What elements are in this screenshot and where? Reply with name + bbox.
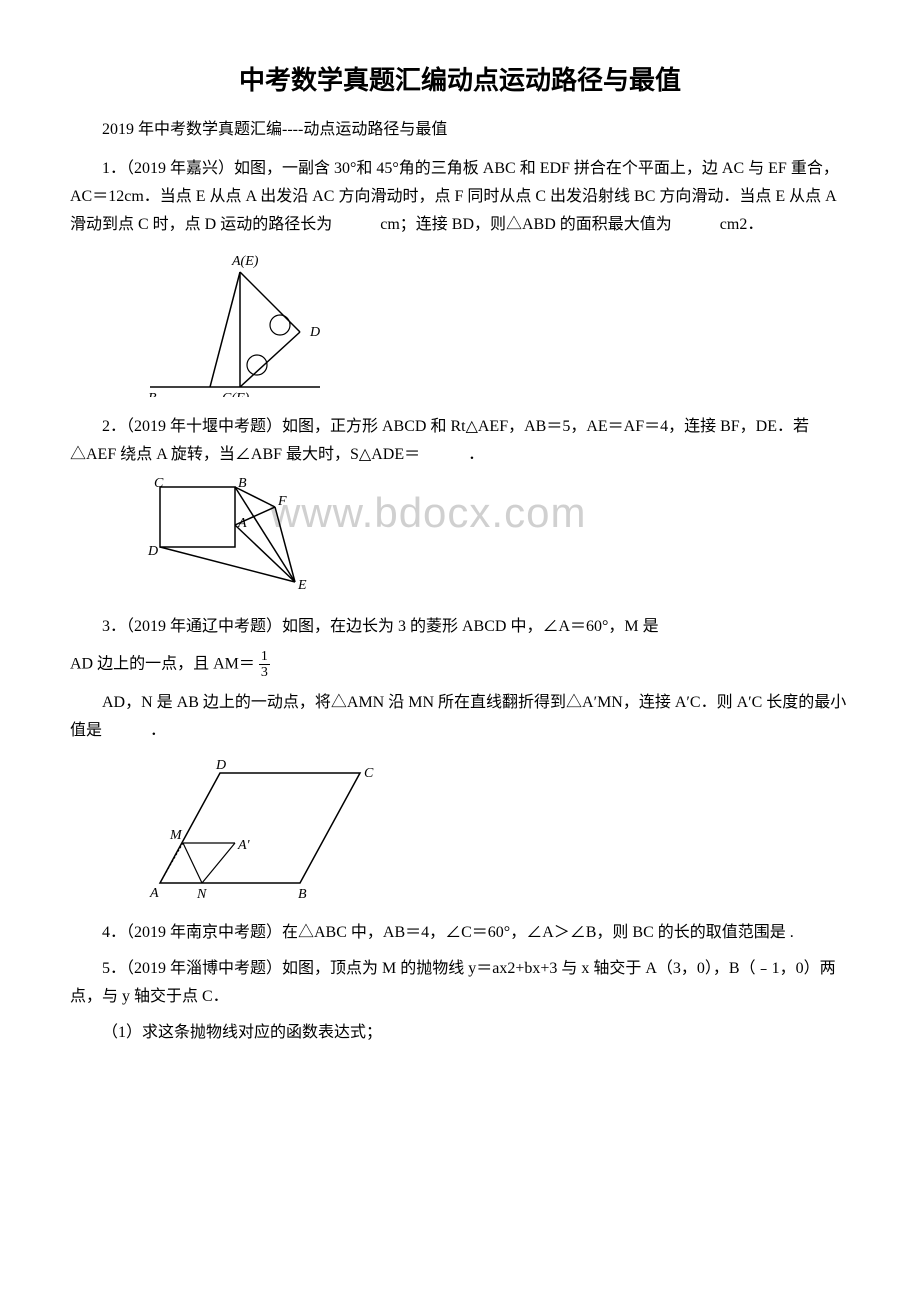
fig2-label-C: C — [154, 477, 164, 491]
fig1-label-D: D — [309, 325, 320, 340]
fig3-label-A: A — [149, 886, 159, 901]
fig2-label-E: E — [297, 578, 307, 593]
fig3-label-N: N — [196, 887, 207, 902]
question-3-text-2-prefix: AD 边上的一点，且 AM＝ — [70, 656, 255, 673]
fig3-label-Ap: A' — [237, 838, 251, 853]
fig3-label-B: B — [298, 887, 307, 902]
question-5-text: 5．（2019 年淄博中考题）如图，顶点为 M 的抛物线 y＝ax2+bx+3 … — [70, 955, 850, 1011]
fig2-label-A: A — [237, 516, 247, 531]
question-4-text: 4．（2019 年南京中考题）在△ABC 中，AB＝4，∠C＝60°，∠A＞∠B… — [70, 919, 850, 947]
page-title: 中考数学真题汇编动点运动路径与最值 — [70, 60, 850, 97]
fig3-label-D: D — [215, 758, 226, 773]
fig3-label-M: M — [169, 828, 183, 843]
question-1-text: 1．（2019 年嘉兴）如图，一副含 30°和 45°角的三角板 ABC 和 E… — [70, 155, 850, 239]
figure-2-svg: C B F A D E — [140, 477, 330, 597]
question-2-text: 2．（2019 年十堰中考题）如图，正方形 ABCD 和 Rt△AEF，AB＝5… — [70, 413, 850, 469]
figure-3: D C M A' A N B — [140, 753, 850, 903]
figure-3-svg: D C M A' A N B — [140, 753, 380, 903]
question-3-text-3: AD，N 是 AB 边上的一动点，将△AMN 沿 MN 所在直线翻折得到△A′M… — [70, 689, 850, 745]
fig3-label-C: C — [364, 766, 374, 781]
fig2-label-B: B — [238, 477, 247, 491]
frac-den: 3 — [259, 665, 270, 680]
page-subtitle: 2019 年中考数学真题汇编----动点运动路径与最值 — [70, 115, 850, 139]
figure-1-svg: A(E) D B C(F) — [140, 247, 330, 397]
document-container: 中考数学真题汇编动点运动路径与最值 2019 年中考数学真题汇编----动点运动… — [70, 60, 850, 1047]
fig1-label-A: A(E) — [231, 254, 259, 269]
figure-2: C B F A D E — [140, 477, 850, 597]
fig2-label-F: F — [277, 494, 287, 509]
frac-num: 1 — [259, 649, 270, 665]
fig2-label-D: D — [147, 544, 158, 559]
question-5-sub1: （1）求这条抛物线对应的函数表达式； — [70, 1019, 850, 1047]
question-3-fracline: AD 边上的一点，且 AM＝ 1 3 — [70, 649, 850, 681]
fig1-label-C: C(F) — [222, 391, 250, 397]
fraction-1-3: 1 3 — [259, 649, 270, 681]
figure-1: A(E) D B C(F) — [140, 247, 850, 397]
fig1-label-B: B — [148, 391, 157, 397]
question-3-text-1: 3．（2019 年通辽中考题）如图，在边长为 3 的菱形 ABCD 中，∠A＝6… — [70, 613, 850, 641]
